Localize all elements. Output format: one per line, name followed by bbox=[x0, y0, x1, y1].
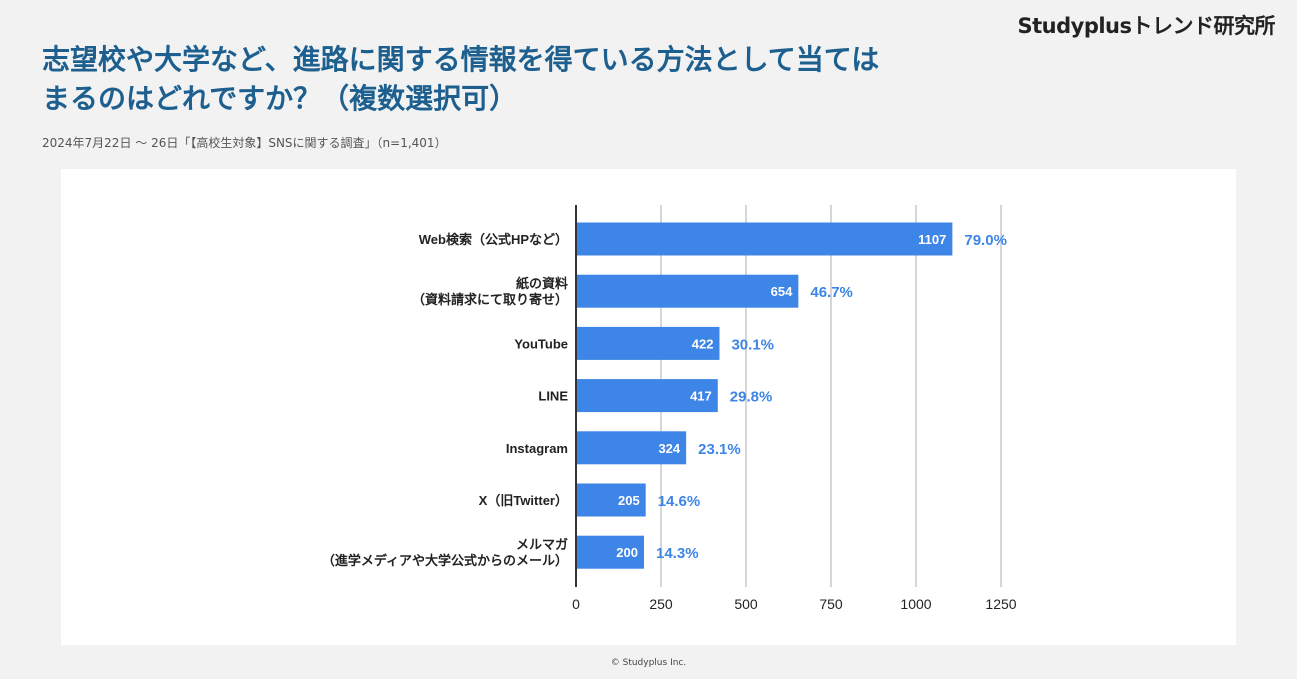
bar-percent-label: 14.6% bbox=[658, 493, 701, 510]
bar-value-label: 654 bbox=[771, 284, 793, 299]
bar-percent-label: 79.0% bbox=[964, 232, 1007, 249]
bar-percent-label: 46.7% bbox=[810, 284, 853, 301]
category-label: メルマガ bbox=[516, 537, 568, 552]
bar-value-label: 1107 bbox=[918, 232, 946, 247]
x-tick-label: 1000 bbox=[900, 596, 931, 612]
bar-percent-label: 29.8% bbox=[730, 389, 773, 406]
bar bbox=[576, 326, 720, 360]
bar bbox=[576, 222, 953, 256]
category-label: （資料請求にて取り寄せ） bbox=[412, 292, 568, 307]
x-tick-label: 750 bbox=[819, 596, 843, 612]
x-tick-label: 250 bbox=[649, 596, 673, 612]
bar-value-label: 205 bbox=[618, 493, 640, 508]
x-tick-label: 0 bbox=[572, 596, 580, 612]
bar-value-label: 422 bbox=[692, 336, 714, 351]
bar-chart: 0 250 500 750 1000 1250 1107 79.0% Web検索（公式HPなど）… bbox=[322, 205, 1017, 612]
bar bbox=[576, 535, 644, 569]
bar bbox=[576, 431, 687, 465]
bar-value-label: 417 bbox=[690, 389, 712, 404]
category-label: （進学メディアや大学公式からのメール） bbox=[322, 553, 568, 568]
category-label: Instagram bbox=[506, 441, 568, 456]
bar-percent-label: 23.1% bbox=[698, 441, 741, 458]
page-title: 志望校や大学など、進路に関する情報を得ている方法として当てはまるのはどれですか？… bbox=[42, 43, 880, 115]
category-label: LINE bbox=[538, 389, 568, 404]
copyright: © Studyplus Inc. bbox=[610, 658, 687, 668]
category-label: YouTube bbox=[514, 336, 568, 351]
category-label: X（旧Twitter） bbox=[479, 493, 568, 508]
bar-percent-label: 14.3% bbox=[656, 545, 699, 562]
bar-percent-label: 30.1% bbox=[731, 336, 774, 353]
category-label: 紙の資料 bbox=[516, 276, 568, 291]
bar-value-label: 200 bbox=[616, 545, 638, 560]
chart-card: 0 250 500 750 1000 1250 1107 79.0% Web検索（公式HPなど）… bbox=[61, 169, 1236, 645]
bar bbox=[576, 274, 799, 308]
survey-subtitle: 2024年7月22日 〜 26日「【高校生対象】SNSに関する調査」（n=1,4… bbox=[42, 136, 447, 150]
brand-logo: Studyplusトレンド研究所 bbox=[1017, 14, 1275, 38]
bar-value-label: 324 bbox=[658, 441, 680, 456]
x-tick-label: 500 bbox=[734, 596, 758, 612]
x-tick-label: 1250 bbox=[985, 596, 1016, 612]
bar bbox=[576, 379, 718, 413]
bar bbox=[576, 483, 646, 517]
category-label: Web検索（公式HPなど） bbox=[419, 232, 568, 247]
